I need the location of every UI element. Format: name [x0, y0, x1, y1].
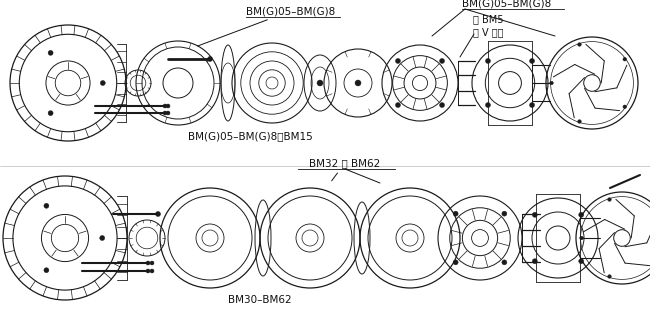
Ellipse shape — [486, 103, 491, 108]
Text: BM(G)05–BM(G)8，BM15: BM(G)05–BM(G)8，BM15 — [188, 131, 313, 141]
Ellipse shape — [580, 236, 583, 240]
Text: 自 BM5: 自 BM5 — [473, 14, 504, 24]
Ellipse shape — [439, 59, 445, 64]
Ellipse shape — [166, 111, 170, 115]
Ellipse shape — [100, 80, 105, 85]
Text: BM30–BM62: BM30–BM62 — [228, 295, 292, 305]
Ellipse shape — [623, 57, 627, 61]
Ellipse shape — [48, 111, 53, 116]
Ellipse shape — [578, 259, 584, 264]
Ellipse shape — [166, 104, 170, 108]
Ellipse shape — [395, 103, 400, 108]
Ellipse shape — [99, 235, 105, 241]
Ellipse shape — [578, 212, 584, 217]
Ellipse shape — [317, 80, 323, 86]
Ellipse shape — [486, 59, 491, 64]
Ellipse shape — [44, 203, 49, 208]
Ellipse shape — [453, 260, 458, 265]
Ellipse shape — [453, 211, 458, 216]
Ellipse shape — [578, 120, 581, 123]
Ellipse shape — [532, 212, 538, 217]
Ellipse shape — [146, 261, 150, 265]
Text: BM(G)05–BM(G)8: BM(G)05–BM(G)8 — [462, 0, 551, 8]
Ellipse shape — [395, 59, 400, 64]
Text: 用 V 形环: 用 V 形环 — [473, 27, 504, 37]
Ellipse shape — [163, 111, 167, 115]
Ellipse shape — [439, 103, 445, 108]
Ellipse shape — [48, 50, 53, 55]
Text: BM(G)05–BM(G)8: BM(G)05–BM(G)8 — [198, 6, 335, 46]
Ellipse shape — [207, 57, 213, 62]
Ellipse shape — [532, 259, 538, 264]
Ellipse shape — [44, 268, 49, 273]
Ellipse shape — [150, 261, 154, 265]
Ellipse shape — [155, 212, 161, 216]
Ellipse shape — [530, 59, 534, 64]
Ellipse shape — [502, 260, 507, 265]
Ellipse shape — [502, 211, 507, 216]
Ellipse shape — [608, 275, 611, 278]
Ellipse shape — [163, 104, 167, 108]
Ellipse shape — [578, 43, 581, 46]
Ellipse shape — [608, 198, 611, 201]
Ellipse shape — [146, 269, 150, 273]
Ellipse shape — [530, 103, 534, 108]
Ellipse shape — [150, 269, 154, 273]
Text: BM32 和 BM62: BM32 和 BM62 — [309, 158, 381, 181]
Ellipse shape — [623, 105, 627, 109]
Ellipse shape — [550, 81, 553, 85]
Ellipse shape — [355, 80, 361, 86]
